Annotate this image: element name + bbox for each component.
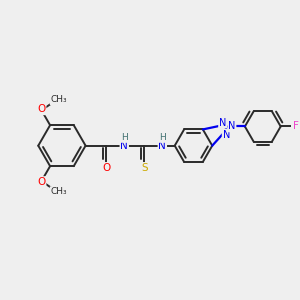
Text: N: N (228, 122, 236, 131)
Text: N: N (120, 141, 128, 151)
Text: N: N (223, 130, 230, 140)
Text: S: S (141, 163, 148, 173)
Text: H: H (121, 133, 128, 142)
Text: O: O (102, 163, 110, 173)
Text: O: O (37, 104, 46, 114)
Text: O: O (37, 177, 46, 187)
Text: N: N (219, 118, 226, 128)
Text: CH₃: CH₃ (50, 187, 67, 196)
Text: H: H (159, 133, 166, 142)
Text: F: F (293, 122, 299, 131)
Text: CH₃: CH₃ (50, 95, 67, 104)
Text: N: N (158, 141, 166, 151)
